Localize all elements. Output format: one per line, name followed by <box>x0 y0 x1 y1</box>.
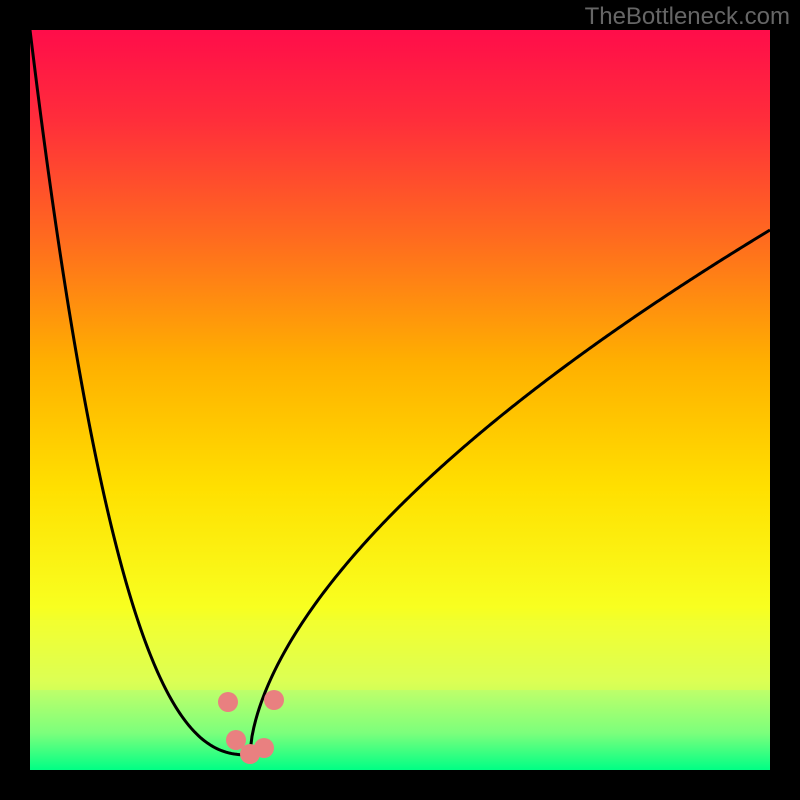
bottleneck-chart: TheBottleneck.com <box>0 0 800 800</box>
trough-marker <box>254 738 274 758</box>
trough-marker <box>218 692 238 712</box>
watermark-text: TheBottleneck.com <box>585 3 790 30</box>
trough-marker <box>264 690 284 710</box>
